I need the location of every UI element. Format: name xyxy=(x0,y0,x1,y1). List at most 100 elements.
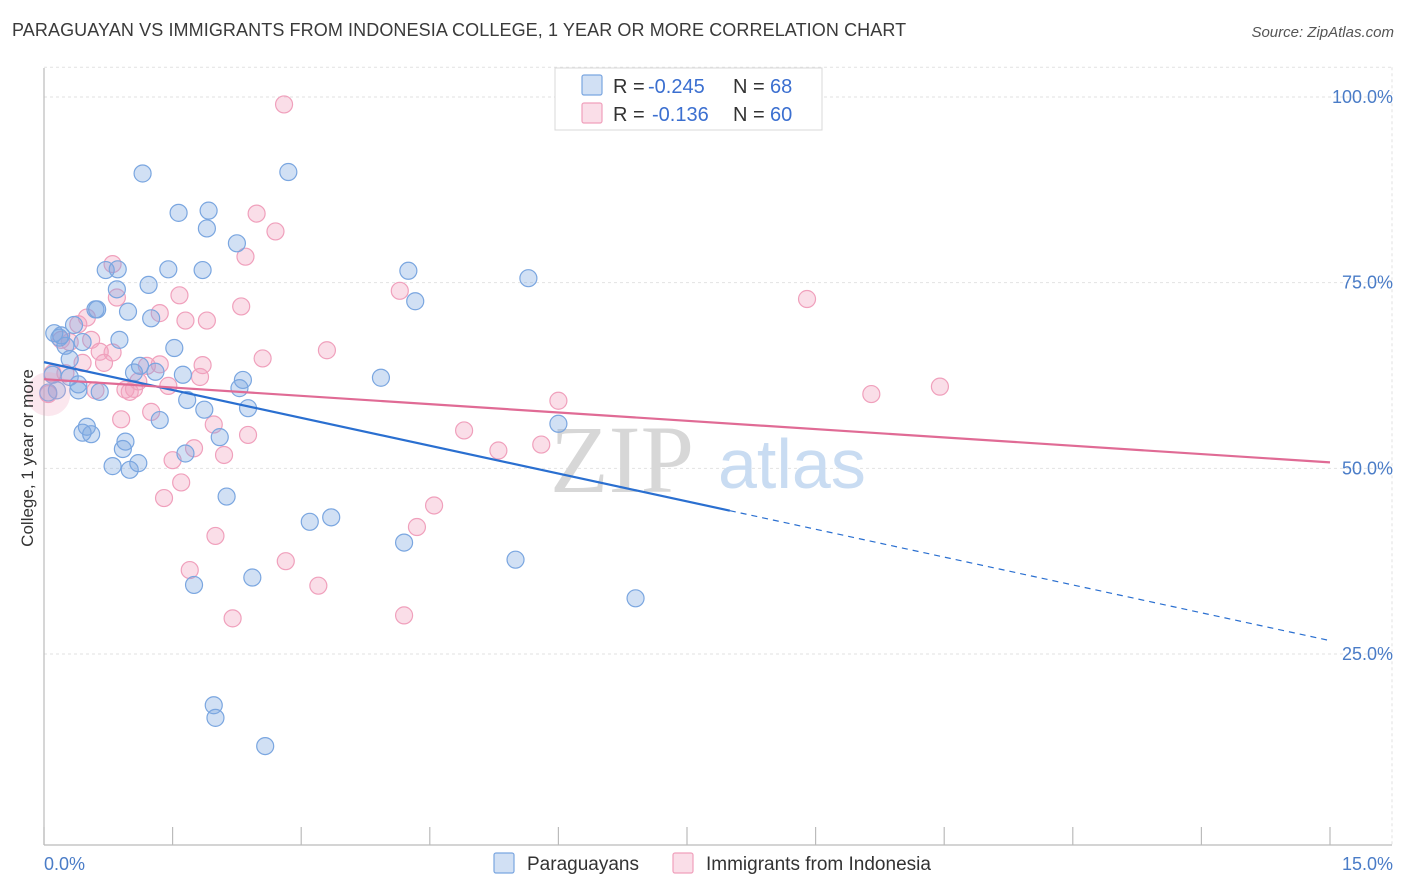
point-paraguayans xyxy=(64,315,84,335)
chart-title: PARAGUAYAN VS IMMIGRANTS FROM INDONESIA … xyxy=(12,20,907,40)
legend-swatch-indonesia xyxy=(581,102,603,124)
point-immigrants-from-indonesia xyxy=(206,526,225,546)
point-paraguayans xyxy=(113,439,132,459)
point-immigrants-from-indonesia xyxy=(266,222,285,241)
y-tick-label: 25.0% xyxy=(1342,644,1393,664)
point-paraguayans xyxy=(69,381,88,400)
point-immigrants-from-indonesia xyxy=(394,606,414,625)
point-paraguayans xyxy=(217,487,236,506)
point-immigrants-from-indonesia xyxy=(180,560,199,580)
point-paraguayans xyxy=(130,356,150,375)
legend-r-label-1: R = xyxy=(613,76,645,98)
legend-r-value-1: -0.245 xyxy=(648,76,705,98)
point-paraguayans xyxy=(227,234,246,253)
trend-line-immigrants-from-indonesia xyxy=(43,378,1331,464)
point-immigrants-from-indonesia xyxy=(247,204,266,223)
point-immigrants-from-indonesia xyxy=(407,517,427,537)
point-immigrants-from-indonesia xyxy=(172,473,191,492)
legend-n-value-2: 60 xyxy=(770,104,792,126)
point-immigrants-from-indonesia xyxy=(253,349,272,368)
point-paraguayans xyxy=(142,309,161,328)
point-paraguayans xyxy=(206,708,225,727)
point-paraguayans xyxy=(371,368,391,387)
point-paraguayans xyxy=(108,260,127,279)
point-paraguayans xyxy=(178,390,197,410)
point-immigrants-from-indonesia xyxy=(549,391,568,410)
point-paraguayans xyxy=(150,410,169,430)
point-paraguayans xyxy=(506,550,525,569)
point-paraguayans xyxy=(243,568,262,587)
watermark: ZIP atlas xyxy=(550,406,866,513)
point-immigrants-from-indonesia xyxy=(184,439,204,458)
series-legend: Paraguayans Immigrants from Indonesia xyxy=(493,852,931,875)
point-immigrants-from-indonesia xyxy=(797,289,817,309)
x-tick-labels: 0.0% 15.0% xyxy=(44,854,1393,874)
point-paraguayans xyxy=(133,164,152,183)
point-paraguayans xyxy=(184,575,204,595)
point-immigrants-from-indonesia xyxy=(170,286,189,305)
point-paraguayans xyxy=(197,219,216,238)
point-paraguayans xyxy=(626,589,645,608)
point-paraguayans xyxy=(519,269,538,288)
point-paraguayans xyxy=(47,381,66,400)
point-immigrants-from-indonesia xyxy=(489,441,508,460)
y-tick-label: 100.0% xyxy=(1332,87,1393,107)
point-paraguayans xyxy=(173,365,192,384)
point-paraguayans xyxy=(82,425,101,444)
point-paraguayans xyxy=(256,736,275,756)
point-immigrants-from-indonesia xyxy=(390,281,409,300)
point-paraguayans xyxy=(279,162,298,182)
legend-n-value-1: 68 xyxy=(770,76,792,98)
legend-swatch-paraguayans xyxy=(581,74,603,96)
point-immigrants-from-indonesia xyxy=(309,576,328,595)
point-paraguayans xyxy=(193,260,212,280)
legend-r-value-2: -0.136 xyxy=(652,104,709,126)
point-paraguayans xyxy=(165,338,184,358)
point-paraguayans xyxy=(210,428,229,447)
point-paraguayans xyxy=(52,326,71,345)
trend-extension-paraguayans xyxy=(729,510,1331,642)
legend-n-label-1: N = xyxy=(733,76,765,98)
y-tick-labels: 25.0% 50.0% 75.0% 100.0% xyxy=(1332,87,1393,664)
point-cluster xyxy=(26,372,71,417)
bottom-legend-label-paraguayans: Paraguayans xyxy=(527,854,639,875)
point-immigrants-from-indonesia xyxy=(317,341,337,360)
point-paraguayans xyxy=(146,362,165,381)
grid-lines xyxy=(44,66,1393,845)
data-points xyxy=(26,95,950,756)
y-tick-label: 50.0% xyxy=(1342,458,1393,478)
point-immigrants-from-indonesia xyxy=(238,425,258,445)
correlation-legend: R = -0.245 N = 68 R = -0.136 N = 60 xyxy=(554,67,823,131)
trend-lines xyxy=(43,361,1331,642)
point-immigrants-from-indonesia xyxy=(214,445,234,465)
bottom-legend-swatch-paraguayans xyxy=(493,852,515,874)
point-paraguayans xyxy=(394,533,414,552)
point-paraguayans xyxy=(195,400,214,419)
point-immigrants-from-indonesia xyxy=(862,384,881,404)
point-paraguayans xyxy=(233,370,253,390)
point-paraguayans xyxy=(88,300,107,319)
bottom-legend-label-indonesia: Immigrants from Indonesia xyxy=(706,854,931,875)
point-paraguayans xyxy=(549,414,568,433)
point-paraguayans xyxy=(139,275,158,294)
point-immigrants-from-indonesia xyxy=(193,356,212,375)
point-paraguayans xyxy=(129,454,148,473)
point-immigrants-from-indonesia xyxy=(223,609,242,628)
point-paraguayans xyxy=(199,201,218,220)
point-immigrants-from-indonesia xyxy=(176,311,195,330)
legend-r-label-2: R = xyxy=(613,104,645,126)
point-paraguayans xyxy=(103,457,122,476)
point-immigrants-from-indonesia xyxy=(90,342,109,361)
point-paraguayans xyxy=(56,336,75,355)
point-immigrants-from-indonesia xyxy=(112,410,131,429)
point-paraguayans xyxy=(300,512,319,531)
point-immigrants-from-indonesia xyxy=(197,311,216,330)
source-label: Source: ZipAtlas.com xyxy=(1251,24,1394,41)
point-immigrants-from-indonesia xyxy=(276,552,295,571)
watermark-zip: ZIP xyxy=(550,406,694,513)
point-paraguayans xyxy=(90,382,109,401)
point-immigrants-from-indonesia xyxy=(930,377,950,396)
point-paraguayans xyxy=(406,292,425,311)
point-paraguayans xyxy=(110,330,129,349)
